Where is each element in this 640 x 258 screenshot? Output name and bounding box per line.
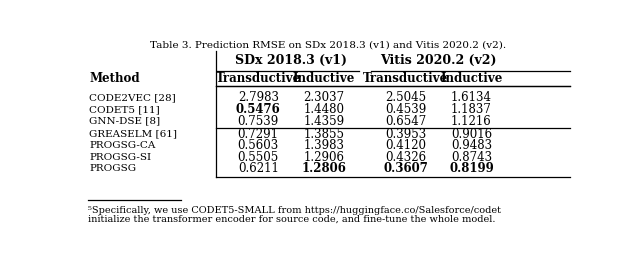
Text: ⁵Specifically, we use CODET5-SMALL from https://huggingface.co/Salesforce/codet: ⁵Specifically, we use CODET5-SMALL from …: [88, 206, 500, 215]
Text: PROGSG-CA: PROGSG-CA: [90, 141, 156, 150]
Text: 0.3953: 0.3953: [385, 128, 426, 141]
Text: 0.8199: 0.8199: [449, 162, 493, 175]
Text: 0.8743: 0.8743: [451, 151, 492, 164]
Text: 0.5505: 0.5505: [237, 151, 279, 164]
Text: Method: Method: [90, 72, 140, 85]
Text: 1.2806: 1.2806: [301, 162, 347, 175]
Text: 0.3607: 0.3607: [383, 162, 428, 175]
Text: 0.4539: 0.4539: [385, 103, 426, 116]
Text: 2.3037: 2.3037: [303, 91, 345, 104]
Text: 0.9483: 0.9483: [451, 139, 492, 152]
Text: Transductive: Transductive: [216, 72, 301, 85]
Text: 1.1837: 1.1837: [451, 103, 492, 116]
Text: CODET5 [11]: CODET5 [11]: [90, 105, 160, 114]
Text: GNN-DSE [8]: GNN-DSE [8]: [90, 117, 161, 126]
Text: 0.6211: 0.6211: [238, 162, 278, 175]
Text: 1.1216: 1.1216: [451, 115, 492, 127]
Text: Inductive: Inductive: [440, 72, 502, 85]
Text: 1.3855: 1.3855: [303, 128, 344, 141]
Text: 1.4359: 1.4359: [303, 115, 345, 127]
Text: GREASELM [61]: GREASELM [61]: [90, 130, 177, 139]
Text: 0.7539: 0.7539: [237, 115, 279, 127]
Text: Table 3. Prediction RMSE on SDx 2018.3 (v1) and Vitis 2020.2 (v2).: Table 3. Prediction RMSE on SDx 2018.3 (…: [150, 41, 506, 50]
Text: Inductive: Inductive: [293, 72, 355, 85]
Text: CODE2VEC [28]: CODE2VEC [28]: [90, 93, 176, 102]
Text: 2.7983: 2.7983: [237, 91, 279, 104]
Text: 0.6547: 0.6547: [385, 115, 426, 127]
Text: 1.2906: 1.2906: [303, 151, 344, 164]
Text: 0.5476: 0.5476: [236, 103, 280, 116]
Text: 0.9016: 0.9016: [451, 128, 492, 141]
Text: Transductive: Transductive: [363, 72, 448, 85]
Text: 0.7291: 0.7291: [237, 128, 279, 141]
Text: PROGSG: PROGSG: [90, 164, 136, 173]
Text: 2.5045: 2.5045: [385, 91, 426, 104]
Text: 0.4120: 0.4120: [385, 139, 426, 152]
Text: 0.5603: 0.5603: [237, 139, 279, 152]
Text: 1.4480: 1.4480: [303, 103, 344, 116]
Text: SDx 2018.3 (v1): SDx 2018.3 (v1): [235, 54, 347, 67]
Text: 0.4326: 0.4326: [385, 151, 426, 164]
Text: 1.3983: 1.3983: [303, 139, 344, 152]
Text: initialize the transformer encoder for source code, and fine-tune the whole mode: initialize the transformer encoder for s…: [88, 214, 495, 223]
Text: 1.6134: 1.6134: [451, 91, 492, 104]
Text: Vitis 2020.2 (v2): Vitis 2020.2 (v2): [380, 54, 497, 67]
Text: PROGSG-SI: PROGSG-SI: [90, 153, 152, 162]
